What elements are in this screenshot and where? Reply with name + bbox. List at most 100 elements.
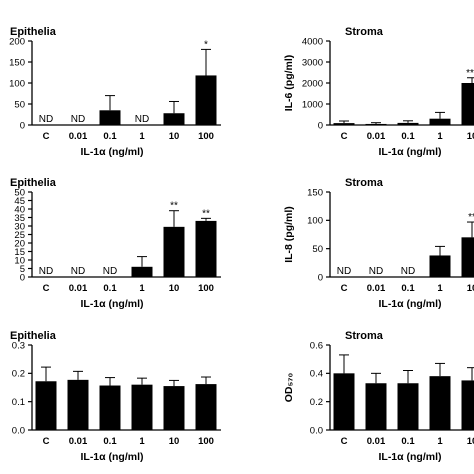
nd-label: ND xyxy=(135,114,149,125)
y-tick-label: 40 xyxy=(14,204,25,215)
x-tick-label: C xyxy=(43,283,50,294)
x-tick-label: 0.1 xyxy=(401,283,415,294)
x-tick-label: 100 xyxy=(198,436,214,447)
y-tick-label: 50 xyxy=(14,187,25,198)
y-tick-label: 0.3 xyxy=(12,340,25,351)
y-tick-label: 30 xyxy=(14,221,25,232)
y-tick-label: 15 xyxy=(14,247,25,258)
y-tick-label: 2000 xyxy=(302,78,323,89)
bar xyxy=(397,122,419,125)
x-tick-label: 1 xyxy=(437,131,443,142)
significance-label: ** xyxy=(202,208,210,219)
x-tick-label: 0.01 xyxy=(367,283,386,294)
chart-panel-3: Epithelia05101520253035404550CND0.01ND0.… xyxy=(10,177,221,310)
bar xyxy=(333,373,355,430)
chart-title: Stroma xyxy=(345,26,384,38)
y-axis-label: IL-6 (pg/ml) xyxy=(283,55,295,112)
x-tick-label: 0.01 xyxy=(69,131,88,142)
y-tick-label: 0 xyxy=(20,120,25,131)
y-tick-label: 35 xyxy=(14,213,25,224)
y-tick-label: 0 xyxy=(20,272,25,283)
bar xyxy=(365,383,387,430)
y-tick-label: 0.0 xyxy=(12,425,25,436)
bar xyxy=(461,83,474,125)
nd-label: ND xyxy=(71,114,85,125)
chart-panel-4: Stroma 0 50 100 150 IL-8 (pg/ml) C ND 0.01 ND 0.1 N… xyxy=(283,177,474,310)
y-tick-label: 0.2 xyxy=(12,369,25,380)
x-tick-label: 0.01 xyxy=(367,131,386,142)
y-tick-label: 0.0 xyxy=(310,425,323,436)
significance-label: * xyxy=(204,39,208,50)
x-tick-label: 100 xyxy=(198,131,214,142)
x-tick-label: 0.1 xyxy=(401,131,415,142)
chart-title: Epithelia xyxy=(10,177,57,189)
bar xyxy=(163,226,185,277)
bar xyxy=(461,237,474,277)
x-tick-label: C xyxy=(43,131,50,142)
x-axis-label: IL-1α (ng/ml) xyxy=(80,298,143,310)
y-tick-label: 50 xyxy=(14,99,25,110)
bar xyxy=(131,384,153,430)
significance-label: ** xyxy=(170,201,178,212)
x-axis-label: IL-1α (ng/ml) xyxy=(378,298,441,310)
x-tick-label: 1 xyxy=(139,283,145,294)
chart-title: Epithelia xyxy=(10,330,57,342)
x-tick-label: 10 xyxy=(467,283,474,294)
y-tick-label: 25 xyxy=(14,230,25,241)
x-tick-label: 10 xyxy=(467,436,474,447)
x-tick-label: 0.1 xyxy=(401,436,415,447)
y-tick-label: 50 xyxy=(312,244,323,255)
x-tick-label: C xyxy=(341,131,348,142)
y-tick-label: 150 xyxy=(9,57,25,68)
x-axis-label: IL-1α (ng/ml) xyxy=(80,451,143,463)
x-tick-label: 10 xyxy=(169,436,180,447)
x-tick-label: C xyxy=(43,436,50,447)
y-tick-label: 0.1 xyxy=(12,397,25,408)
bar xyxy=(195,384,217,430)
bar xyxy=(99,110,121,125)
y-tick-label: 200 xyxy=(9,36,25,47)
x-tick-label: C xyxy=(341,283,348,294)
bar xyxy=(429,255,451,277)
y-tick-label: 100 xyxy=(9,78,25,89)
chart-panel-2: Stroma 0 1000 2000 3000 4000 IL-6 (pg/ml) C 0.01… xyxy=(283,26,474,158)
bar xyxy=(67,379,89,430)
x-tick-label: 10 xyxy=(169,283,180,294)
y-tick-label: 1000 xyxy=(302,99,323,110)
y-axis-label: OD₅₇₀ xyxy=(283,372,295,402)
bar xyxy=(99,385,121,430)
x-tick-label: 0.1 xyxy=(103,436,117,447)
bar xyxy=(163,113,185,125)
y-tick-label: 0.2 xyxy=(310,397,323,408)
y-tick-label: 0.6 xyxy=(310,340,323,351)
y-tick-label: 20 xyxy=(14,238,25,249)
bar xyxy=(429,376,451,430)
x-tick-label: 100 xyxy=(198,283,214,294)
bar xyxy=(333,123,355,125)
bar xyxy=(131,266,153,277)
chart-panel-6: Stroma 0.0 0.2 0.4 0.6 OD₅₇₀ C 0.01 0.1 1 10 IL-1α … xyxy=(283,330,474,463)
y-tick-label: 0 xyxy=(318,120,323,131)
x-tick-label: C xyxy=(341,436,348,447)
x-tick-label: 1 xyxy=(437,436,443,447)
bar xyxy=(35,381,57,430)
nd-label: ND xyxy=(337,266,351,277)
x-tick-label: 1 xyxy=(139,131,145,142)
x-tick-label: 0.1 xyxy=(103,283,117,294)
bar xyxy=(195,75,217,125)
bar xyxy=(461,380,474,430)
y-tick-label: 3000 xyxy=(302,57,323,68)
y-tick-label: 100 xyxy=(307,216,323,227)
nd-label: ND xyxy=(401,266,415,277)
x-axis-label: IL-1α (ng/ml) xyxy=(378,146,441,158)
x-tick-label: 0.01 xyxy=(367,436,386,447)
y-tick-label: 0 xyxy=(318,272,323,283)
y-tick-label: 5 xyxy=(20,264,25,275)
nd-label: ND xyxy=(71,266,85,277)
chart-panel-1: Epithelia 0 50 100 150 200 C ND 0.01 ND 0.1 1 ND 10 10… xyxy=(9,26,221,158)
y-tick-label: 150 xyxy=(307,187,323,198)
x-tick-label: 10 xyxy=(169,131,180,142)
nd-label: ND xyxy=(39,114,53,125)
nd-label: ND xyxy=(103,266,117,277)
